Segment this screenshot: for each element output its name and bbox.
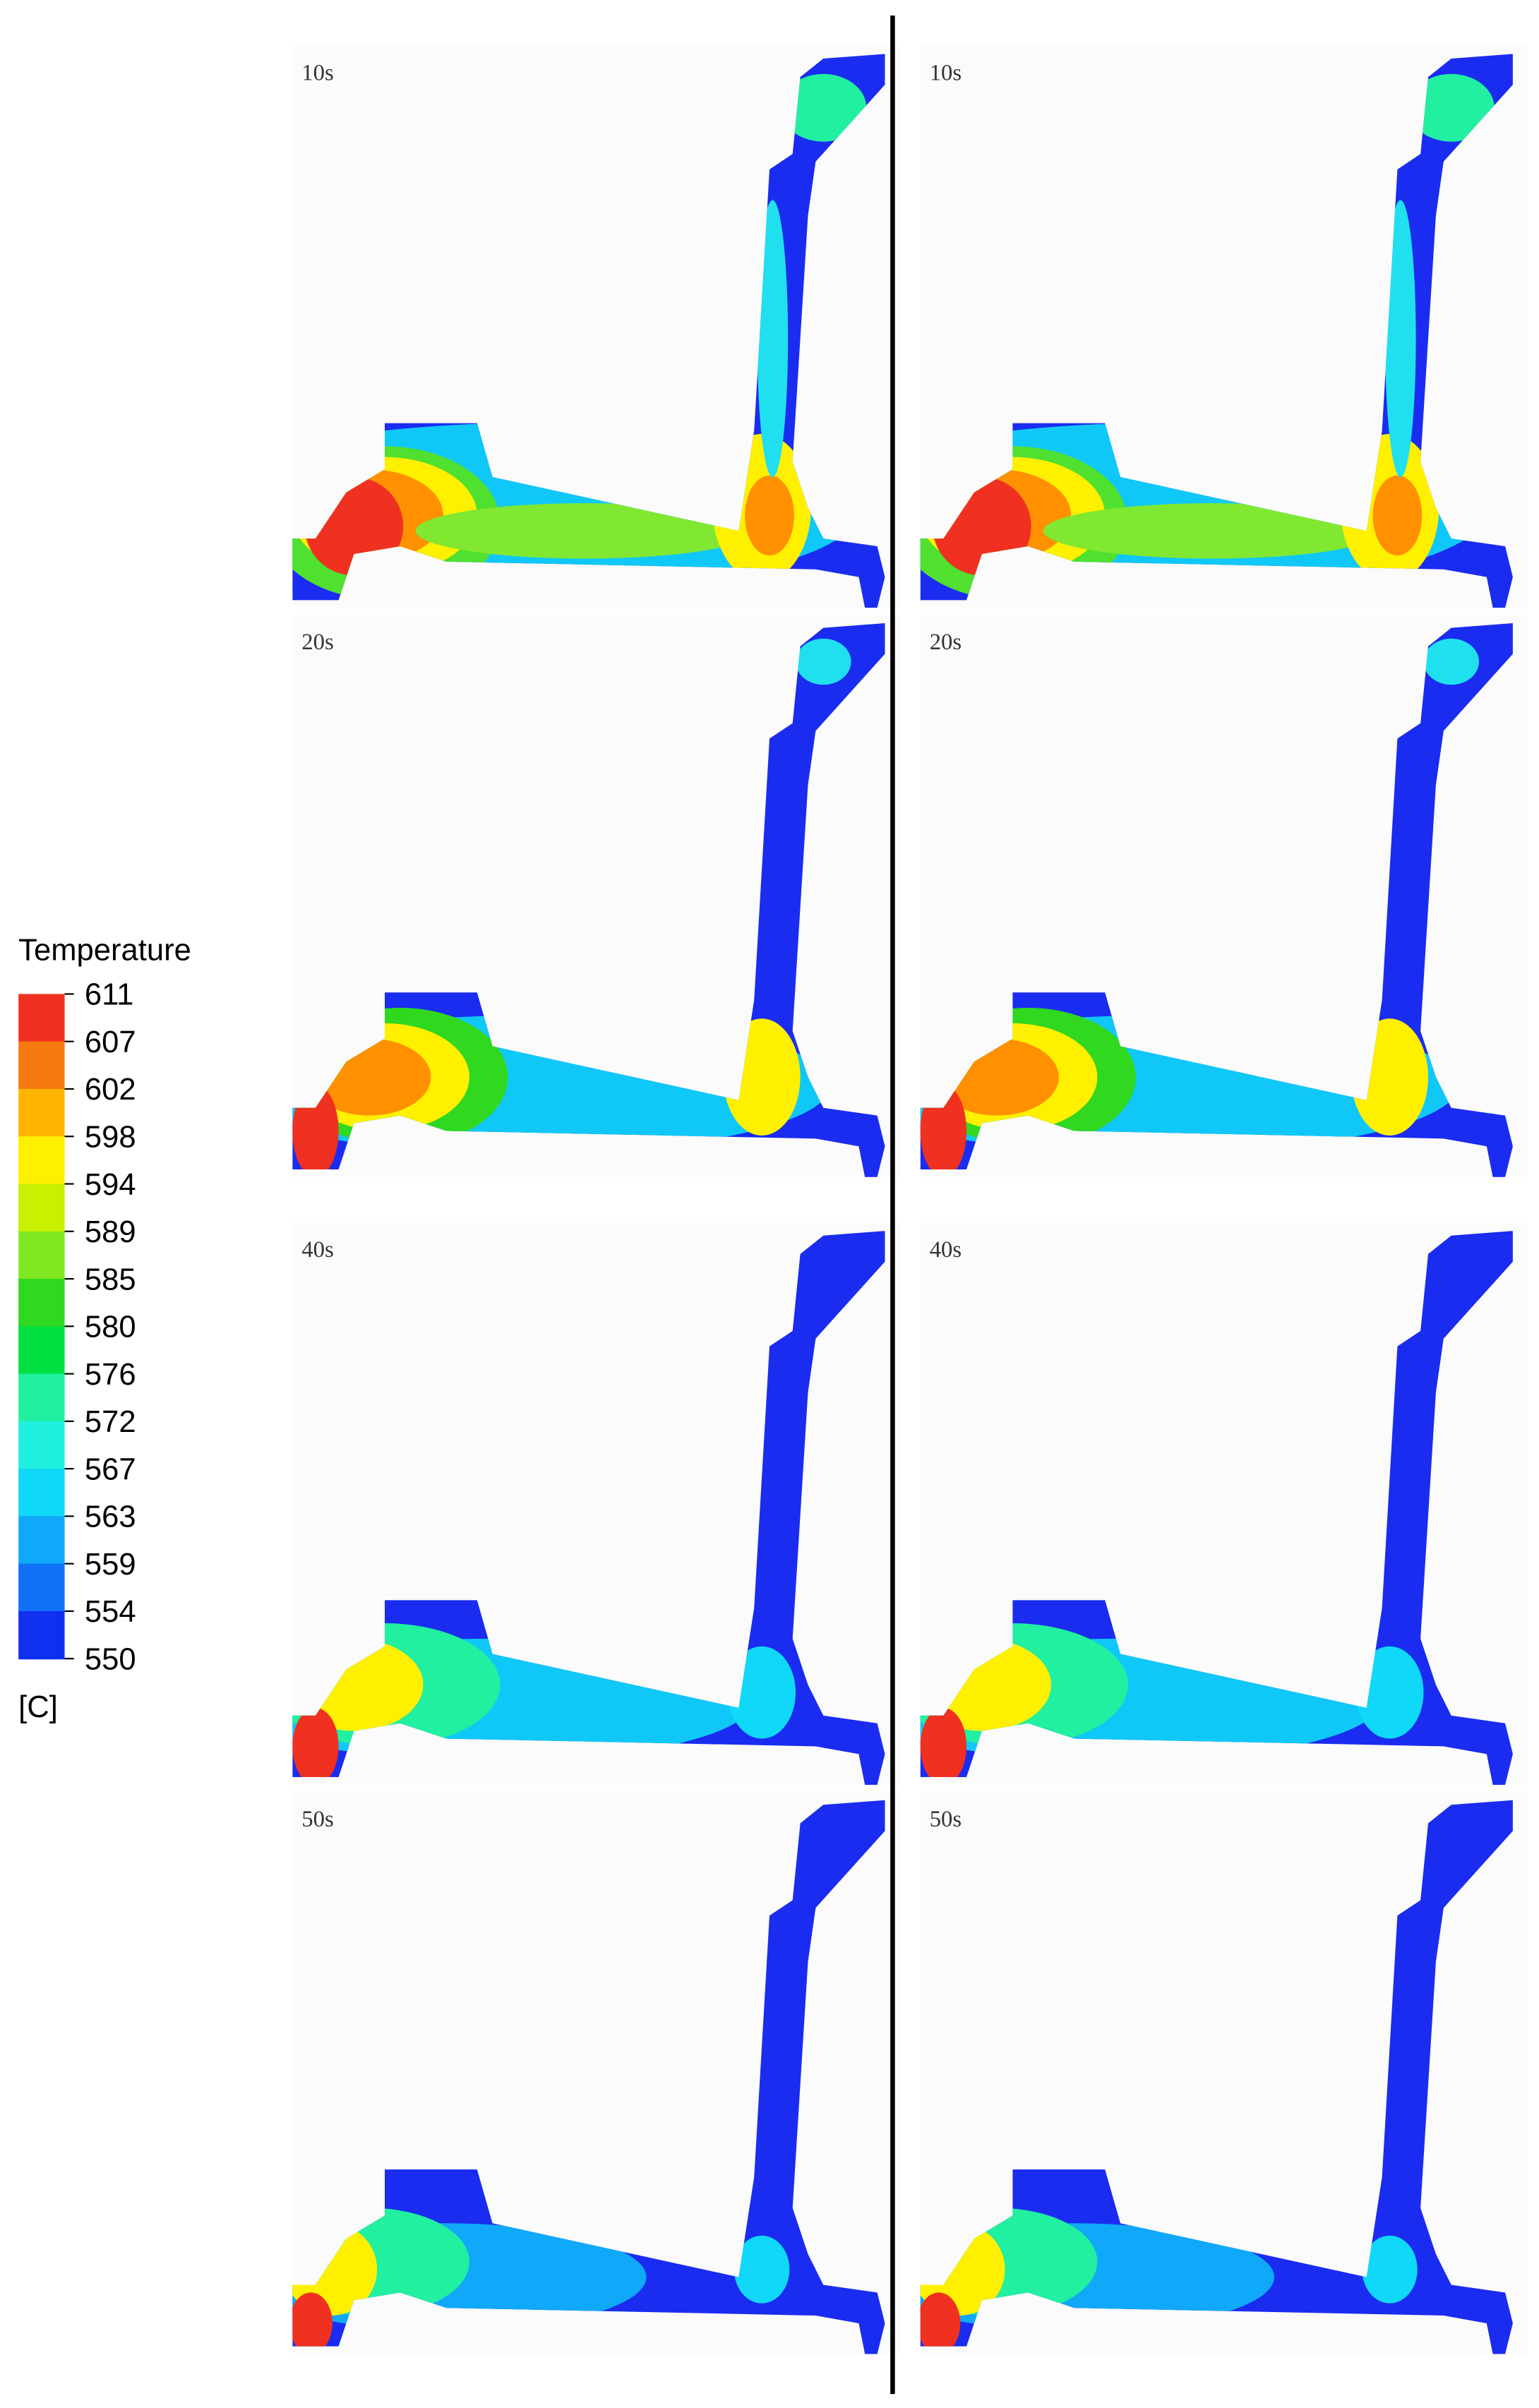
panel-label: 50s	[930, 1807, 962, 1832]
legend-label: 567	[85, 1452, 136, 1486]
legend-label: 563	[85, 1500, 136, 1534]
contour-region	[733, 2235, 790, 2304]
contour-region	[920, 1085, 967, 1177]
color-band	[18, 1279, 65, 1328]
contour-region	[1385, 200, 1416, 477]
color-band	[18, 1136, 65, 1185]
contour-region	[1372, 475, 1423, 556]
panel: 50s	[292, 1792, 901, 2354]
legend-label: 611	[85, 978, 133, 1012]
color-band	[18, 1184, 65, 1232]
contour-region	[292, 2292, 333, 2354]
legend-label: 585	[85, 1263, 136, 1296]
color-band	[18, 1041, 65, 1090]
legend-label: 598	[85, 1120, 136, 1154]
legend-label: 550	[85, 1642, 136, 1676]
contour-region	[292, 1085, 339, 1177]
panel: 20s	[920, 615, 1528, 1177]
color-band	[18, 1421, 65, 1470]
panel: 20s	[292, 615, 901, 1177]
color-band	[18, 1469, 65, 1517]
panel-label: 10s	[301, 61, 333, 86]
panel: 50s	[920, 1792, 1528, 2354]
contour-region	[920, 2292, 961, 2354]
legend-label: 589	[85, 1215, 136, 1249]
color-band	[18, 994, 65, 1042]
contour-region	[796, 638, 851, 685]
color-band	[18, 1373, 65, 1422]
contour-region	[1043, 503, 1382, 559]
panels: 10s 20s 40s 50s 10s 20s 40s 50s	[292, 46, 1528, 2354]
legend-label: 607	[85, 1025, 136, 1059]
contour-region	[757, 200, 789, 477]
contour-region	[415, 503, 755, 559]
contour-region	[745, 475, 794, 556]
color-band	[18, 1231, 65, 1280]
panel: 40s	[292, 1223, 901, 1785]
panel-label: 40s	[301, 1237, 333, 1263]
legend-label: 580	[85, 1311, 136, 1344]
color-band	[18, 1563, 65, 1613]
color-band	[18, 1326, 65, 1375]
panel: 10s	[920, 46, 1528, 608]
color-band	[18, 1516, 65, 1565]
legend-label: 554	[85, 1595, 136, 1629]
panel: 40s	[920, 1223, 1528, 1785]
legend-label: 576	[85, 1358, 136, 1392]
contour-region	[1423, 638, 1479, 685]
contour-region	[1355, 1646, 1424, 1739]
legend: Temperature 611 607 602 598 594 589 585 580 576 5…	[18, 933, 191, 1724]
legend-title: Temperature	[18, 933, 191, 967]
legend-unit: [C]	[18, 1690, 58, 1724]
legend-label: 559	[85, 1548, 136, 1582]
legend-label: 594	[85, 1168, 136, 1202]
panel-label: 40s	[930, 1237, 962, 1263]
legend-label: 602	[85, 1073, 136, 1107]
contour-region	[728, 1646, 796, 1739]
panel-label: 10s	[930, 61, 962, 86]
legend-label: 572	[85, 1405, 136, 1439]
panel-label: 20s	[930, 630, 962, 655]
contour-region	[920, 1707, 967, 1785]
panel: 10s	[292, 46, 901, 608]
panel-label: 20s	[301, 630, 333, 655]
color-band	[18, 1088, 65, 1138]
panel-label: 50s	[301, 1807, 333, 1832]
contour-region	[292, 1707, 339, 1785]
contour-region	[780, 73, 867, 142]
contour-region	[1408, 73, 1495, 142]
color-band	[18, 1611, 65, 1660]
contour-region	[1362, 2235, 1418, 2304]
